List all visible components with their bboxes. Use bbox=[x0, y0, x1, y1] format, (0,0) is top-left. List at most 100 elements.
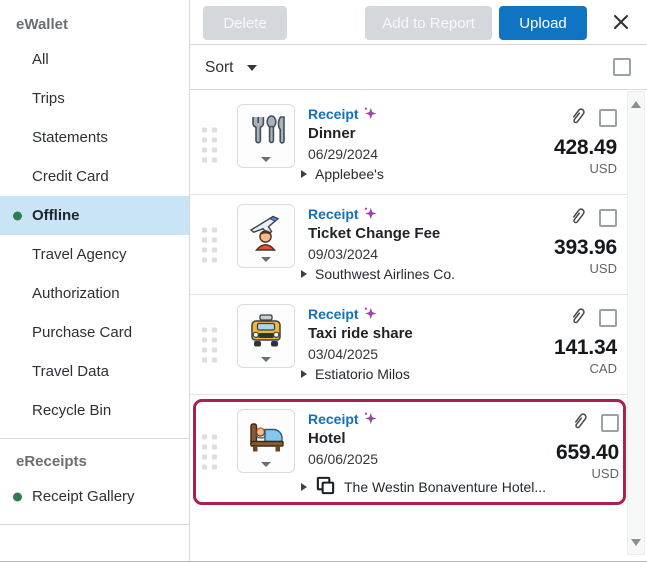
receipt-texts: Receipt Ticket Change Fee 09/03/2024 Sou… bbox=[301, 204, 455, 282]
receipt-title: Hotel bbox=[308, 430, 346, 447]
sidebar-item-label: Travel Data bbox=[32, 363, 109, 380]
receipt-texts: Receipt Taxi ride share 03/04/2025 Estia… bbox=[301, 304, 413, 382]
close-button[interactable] bbox=[609, 11, 633, 35]
chevron-down-icon bbox=[261, 357, 271, 362]
vendor-expander[interactable]: The Westin Bonaventure Hotel... bbox=[301, 475, 546, 499]
receipt-texts: Receipt Hotel 06/06/2025 The Westin Bona… bbox=[301, 409, 546, 499]
sparkle-icon bbox=[364, 207, 376, 220]
vendor-expander[interactable]: Estiatorio Milos bbox=[301, 366, 413, 382]
chevron-down-icon bbox=[261, 257, 271, 262]
vendor-name: The Westin Bonaventure Hotel... bbox=[344, 479, 547, 495]
sidebar-item-offline[interactable]: Offline bbox=[0, 196, 189, 235]
row-checkbox[interactable] bbox=[599, 109, 617, 127]
receipt-title: Dinner bbox=[308, 125, 356, 142]
receipt-row-taxi-ride-share[interactable]: Receipt Taxi ride share 03/04/2025 Estia… bbox=[190, 295, 627, 395]
vendor-expander[interactable]: Applebee's bbox=[301, 166, 384, 182]
drag-handle-icon[interactable] bbox=[202, 434, 217, 470]
sidebar-item-trips[interactable]: Trips bbox=[0, 79, 189, 118]
sidebar-item-label: All bbox=[32, 51, 49, 68]
attachment-icon[interactable] bbox=[567, 205, 588, 231]
taxi-icon bbox=[251, 314, 281, 347]
vendor-expander[interactable]: Southwest Airlines Co. bbox=[301, 266, 455, 282]
scroll-up-arrow-icon[interactable] bbox=[628, 96, 644, 112]
sidebar-section-ereceipts: eReceipts bbox=[16, 453, 87, 470]
flight-passenger-icon bbox=[250, 215, 279, 251]
receipt-row-ticket-change-fee[interactable]: Receipt Ticket Change Fee 09/03/2024 Sou… bbox=[190, 195, 627, 295]
receipt-right: 428.49 USD bbox=[554, 105, 617, 176]
drag-handle-icon[interactable] bbox=[202, 327, 217, 362]
drag-handle-icon[interactable] bbox=[202, 127, 217, 162]
scrollbar[interactable] bbox=[627, 91, 645, 555]
sidebar-item-recycle-bin[interactable]: Recycle Bin bbox=[0, 391, 189, 430]
chevron-right-icon bbox=[301, 170, 307, 178]
vendor-name: Applebee's bbox=[315, 166, 384, 182]
chevron-down-icon bbox=[261, 157, 271, 162]
vendor-name: Estiatorio Milos bbox=[315, 366, 410, 382]
receipt-type-link[interactable]: Receipt bbox=[308, 304, 413, 323]
scroll-down-arrow-icon[interactable] bbox=[628, 534, 644, 550]
delete-button[interactable]: Delete bbox=[203, 6, 287, 40]
receipts-panel: Delete Add to Report Upload Sort bbox=[190, 0, 647, 561]
sidebar-item-all[interactable]: All bbox=[0, 40, 189, 79]
sidebar-item-statements[interactable]: Statements bbox=[0, 118, 189, 157]
sparkle-icon bbox=[364, 412, 376, 425]
receipt-title: Ticket Change Fee bbox=[308, 225, 441, 242]
receipt-texts: Receipt Dinner 06/29/2024 Applebee's bbox=[301, 104, 384, 182]
sidebar-section-ewallet: eWallet bbox=[16, 16, 68, 33]
sort-label: Sort bbox=[205, 58, 234, 76]
receipt-type-link[interactable]: Receipt bbox=[308, 409, 546, 428]
currency-code: USD bbox=[589, 161, 617, 176]
attachment-icon[interactable] bbox=[567, 105, 588, 131]
sparkle-icon bbox=[364, 307, 376, 320]
sidebar-item-label: Recycle Bin bbox=[32, 402, 112, 419]
sidebar-divider bbox=[0, 438, 189, 439]
sidebar-item-authorization[interactable]: Authorization bbox=[0, 274, 189, 313]
sidebar-item-receipt-gallery[interactable]: Receipt Gallery bbox=[0, 477, 189, 516]
green-status-dot bbox=[13, 211, 22, 220]
vendor-name: Southwest Airlines Co. bbox=[315, 266, 456, 282]
row-checkbox[interactable] bbox=[599, 309, 617, 327]
expense-type-dropdown[interactable] bbox=[237, 204, 295, 268]
row-checkbox[interactable] bbox=[599, 209, 617, 227]
sidebar-item-travel-data[interactable]: Travel Data bbox=[0, 352, 189, 391]
attachment-icon[interactable] bbox=[567, 305, 588, 331]
receipt-type-label: Receipt bbox=[308, 105, 359, 122]
sidebar-item-purchase-card[interactable]: Purchase Card bbox=[0, 313, 189, 352]
select-all-checkbox[interactable] bbox=[613, 58, 631, 76]
sidebar-item-label: Purchase Card bbox=[32, 324, 133, 341]
expense-type-dropdown[interactable] bbox=[237, 304, 295, 368]
sidebar: eWallet All Trips Statements Credit Card… bbox=[0, 0, 190, 561]
receipt-right: 393.96 USD bbox=[554, 205, 617, 276]
receipt-type-link[interactable]: Receipt bbox=[308, 204, 455, 223]
sidebar-item-label: Receipt Gallery bbox=[32, 488, 135, 505]
sidebar-item-label: Trips bbox=[32, 90, 65, 107]
copy-icon bbox=[315, 475, 336, 499]
receipt-date: 03/04/2025 bbox=[308, 346, 379, 362]
expense-type-dropdown[interactable] bbox=[237, 104, 295, 168]
attachment-icon[interactable] bbox=[569, 410, 590, 436]
add-to-report-button[interactable]: Add to Report bbox=[365, 6, 492, 40]
sort-dropdown[interactable]: Sort bbox=[205, 45, 258, 90]
upload-button[interactable]: Upload bbox=[499, 6, 587, 40]
toolbar: Delete Add to Report Upload bbox=[190, 0, 647, 45]
receipt-date: 06/06/2025 bbox=[308, 451, 379, 467]
sidebar-item-label: Travel Agency bbox=[32, 246, 127, 263]
sidebar-item-travel-agency[interactable]: Travel Agency bbox=[0, 235, 189, 274]
receipt-date: 06/29/2024 bbox=[308, 146, 379, 162]
receipt-row-hotel-highlighted[interactable]: Receipt Hotel 06/06/2025 The Westin Bona… bbox=[193, 399, 626, 505]
row-checkbox[interactable] bbox=[601, 414, 619, 432]
sidebar-item-credit-card[interactable]: Credit Card bbox=[0, 157, 189, 196]
receipt-row-dinner[interactable]: Receipt Dinner 06/29/2024 Applebee's bbox=[190, 95, 627, 195]
currency-code: CAD bbox=[589, 361, 617, 376]
sparkle-icon bbox=[364, 107, 376, 120]
currency-code: USD bbox=[591, 466, 619, 481]
drag-handle-icon[interactable] bbox=[202, 227, 217, 262]
receipt-list: Receipt Dinner 06/29/2024 Applebee's bbox=[190, 90, 627, 560]
chevron-down-icon bbox=[261, 462, 271, 467]
sidebar-divider bbox=[0, 524, 189, 525]
expense-type-dropdown[interactable] bbox=[237, 409, 295, 473]
receipt-date: 09/03/2024 bbox=[308, 246, 379, 262]
amount: 393.96 bbox=[553, 236, 617, 259]
receipt-type-link[interactable]: Receipt bbox=[308, 104, 384, 123]
